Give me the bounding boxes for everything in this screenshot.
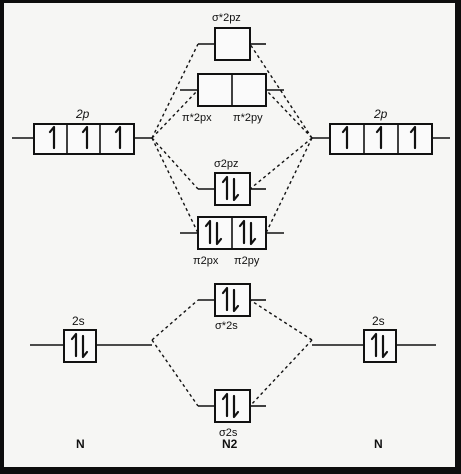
- label-molecule: N2: [222, 437, 238, 451]
- label-pi-2px: π2px: [193, 255, 219, 267]
- label-pi-2py: π2py: [234, 255, 260, 267]
- orbital-sigma-2s: [214, 389, 251, 423]
- label-atom-left: N: [76, 437, 85, 451]
- orbital-sigma-star-2s: [214, 283, 251, 317]
- label-right-2s: 2s: [372, 314, 385, 328]
- label-pi-star-2py: π*2py: [233, 112, 263, 124]
- label-atom-right: N: [374, 437, 383, 451]
- orbital-sigma-star-2pz: [214, 27, 251, 61]
- orbital-left-2s: [63, 329, 97, 363]
- energy-level-lines: [12, 43, 450, 407]
- connector-lines-2p: [151, 43, 313, 407]
- label-sigma-2pz: σ2pz: [214, 158, 239, 170]
- orbital-pi-star-2p: [197, 73, 267, 107]
- label-left-2p: 2p: [75, 107, 90, 121]
- label-left-2s: 2s: [72, 314, 85, 328]
- orbital-right-2s: [363, 329, 397, 363]
- label-right-2p: 2p: [373, 107, 388, 121]
- electron-arrows: [48, 125, 417, 419]
- label-sigma-2s: σ2s: [219, 427, 238, 439]
- label-sigma-star-2pz: σ*2pz: [212, 12, 241, 24]
- label-pi-star-2px: π*2px: [182, 112, 212, 124]
- label-sigma-star-2s: σ*2s: [215, 320, 238, 332]
- orbital-sigma-2pz: [214, 172, 251, 206]
